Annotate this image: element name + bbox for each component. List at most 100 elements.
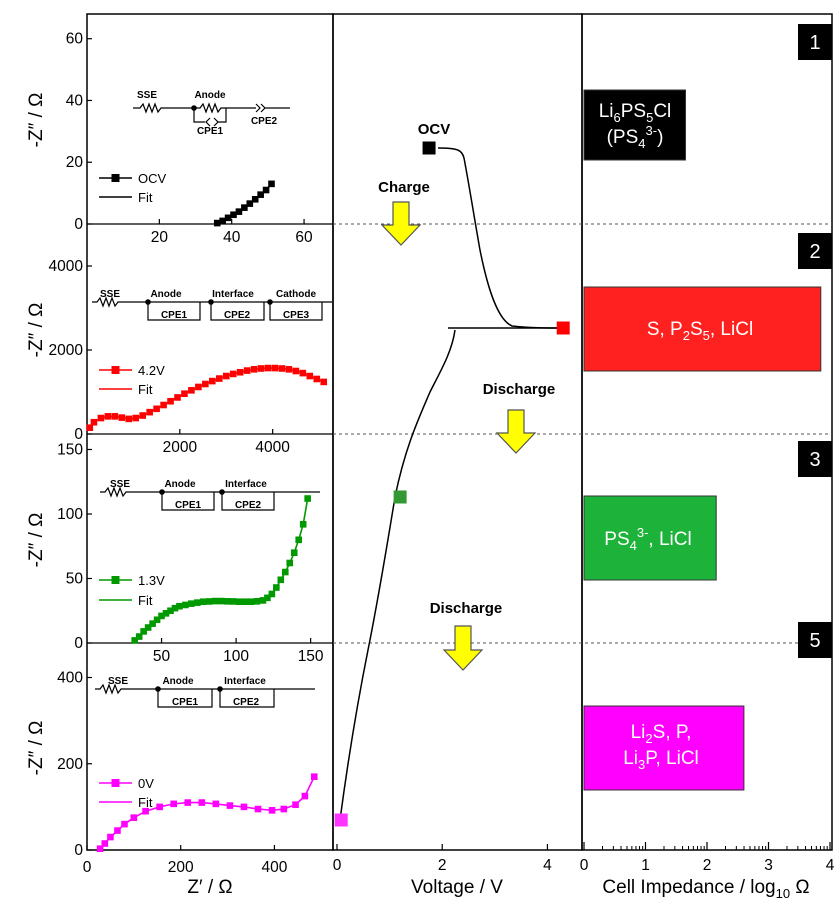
- impedance-panel: [583, 89, 822, 791]
- circuit-label-anode: Anode: [164, 479, 196, 490]
- data-point: [144, 624, 152, 631]
- data-point: [243, 367, 251, 374]
- nyquist-subplot-ocv: 20 40 60 0 20 40 60 OCV Fit: [66, 31, 313, 246]
- data-point: [188, 600, 195, 607]
- voltage-panel-frame: [332, 13, 583, 851]
- data-point: [301, 792, 309, 800]
- voltage-panel: [339, 147, 569, 821]
- data-point: [195, 383, 202, 391]
- data-point: [259, 597, 267, 604]
- circuit-label-cpe2: CPE2: [224, 310, 251, 321]
- xtick-label: 20: [151, 229, 169, 246]
- data-point: [295, 536, 303, 544]
- data-point: [224, 214, 232, 222]
- discharge-arrow-2: [442, 625, 484, 671]
- ytick-label: 0: [74, 216, 83, 233]
- data-point: [202, 380, 209, 388]
- xtick-label: 60: [295, 229, 313, 246]
- circuit-label-sse: SSE: [137, 90, 157, 101]
- impedance-xticks: 0 1 2 3 4: [580, 842, 835, 874]
- annotation-charge: Charge: [378, 179, 430, 196]
- voltage-marker-0v: [334, 813, 348, 827]
- data-point: [142, 807, 149, 815]
- ylabel-ocv: -Z″ / Ω: [26, 93, 47, 148]
- legend-data-label: 0V: [138, 776, 154, 791]
- data-point: [188, 387, 195, 394]
- data-point: [184, 799, 192, 806]
- data-point: [209, 377, 216, 385]
- ytick-label: 100: [57, 506, 83, 523]
- circuit-node: [159, 489, 165, 495]
- circuit-label-sse: SSE: [110, 479, 130, 490]
- nyquist-subplot-1-3v: 50 100 150 0 50 100 150 1.3V Fit: [57, 441, 324, 665]
- data-point: [236, 368, 244, 376]
- data-point: [199, 598, 207, 606]
- circuit-node: [145, 299, 151, 305]
- data-point: [217, 597, 225, 605]
- data-point: [213, 219, 221, 227]
- data-point: [250, 366, 258, 373]
- data-point: [304, 495, 311, 502]
- data-point: [160, 401, 167, 409]
- circuit-1-3v: SSE Anode Interface CPE1 CPE2: [100, 479, 320, 511]
- data-point: [290, 549, 298, 556]
- circuit-label-interface: Interface: [224, 676, 266, 687]
- circuit-node-ocv: [191, 105, 197, 111]
- data-point: [254, 805, 262, 813]
- data-point: [135, 633, 143, 640]
- legend-fit-label: Fit: [138, 382, 153, 397]
- badge-5: [798, 622, 832, 658]
- impedance-bar-5: [583, 705, 745, 791]
- data-point: [205, 598, 213, 605]
- circuit-label-anode: Anode: [150, 289, 182, 300]
- data-point: [313, 375, 321, 383]
- badge-1: [798, 24, 832, 60]
- data-point: [101, 840, 109, 847]
- xtick-label: 4000: [255, 439, 290, 456]
- fit-line: [99, 776, 316, 850]
- data-point: [146, 408, 153, 416]
- data-point: [111, 413, 119, 420]
- data-point: [241, 598, 249, 606]
- ytick-label: 60: [66, 31, 84, 48]
- legend-data-marker: [111, 576, 120, 584]
- xtick-label: 400: [261, 859, 287, 876]
- data-point: [176, 602, 183, 610]
- data-point: [174, 394, 181, 401]
- data-point: [286, 559, 294, 567]
- circuit-node: [267, 299, 273, 305]
- charge-curve: [437, 147, 569, 329]
- xtick-label: 0: [83, 859, 92, 876]
- ylabel-1-3v: -Z″ / Ω: [26, 513, 47, 568]
- ytick-label: 20: [66, 154, 84, 171]
- legend-fit-label: Fit: [138, 190, 153, 205]
- annotation-ocv: OCV: [418, 121, 451, 138]
- data-point: [277, 576, 285, 584]
- impedance-bar-3: [583, 495, 717, 581]
- circuit-label-cpe1: CPE1: [197, 126, 224, 137]
- xtick-label: 2000: [163, 439, 198, 456]
- data-point: [251, 195, 259, 203]
- voltage-xtick-label: 4: [543, 857, 552, 874]
- data-point: [262, 186, 270, 194]
- bar-1-label-line2: (PS43-): [607, 123, 664, 151]
- badge-3-text: 3: [809, 449, 820, 471]
- data-point: [211, 597, 219, 605]
- data-point: [271, 364, 279, 372]
- xtick-label: 200: [168, 859, 194, 876]
- impedance-xlabel: Cell Impedance / log10 Ω: [602, 877, 809, 901]
- data-point: [229, 370, 237, 378]
- circuit-ocv: SSE Anode CPE1 CPE2: [133, 90, 290, 137]
- data-point: [264, 364, 272, 372]
- data-point: [90, 418, 98, 426]
- voltage-xlabel: Voltage / V: [411, 877, 503, 898]
- bar-5-label-line2: Li3P, LiCl: [623, 748, 699, 772]
- bar-2-label: S, P2S5, LiCl: [647, 319, 753, 343]
- circuit-label-cpe1: CPE1: [175, 500, 202, 511]
- badge-2-text: 2: [809, 241, 820, 263]
- data-point: [153, 616, 161, 624]
- circuit-label-cpe1: CPE1: [172, 697, 199, 708]
- impedance-bar-1: [583, 89, 686, 161]
- badge-5-text: 5: [809, 630, 820, 652]
